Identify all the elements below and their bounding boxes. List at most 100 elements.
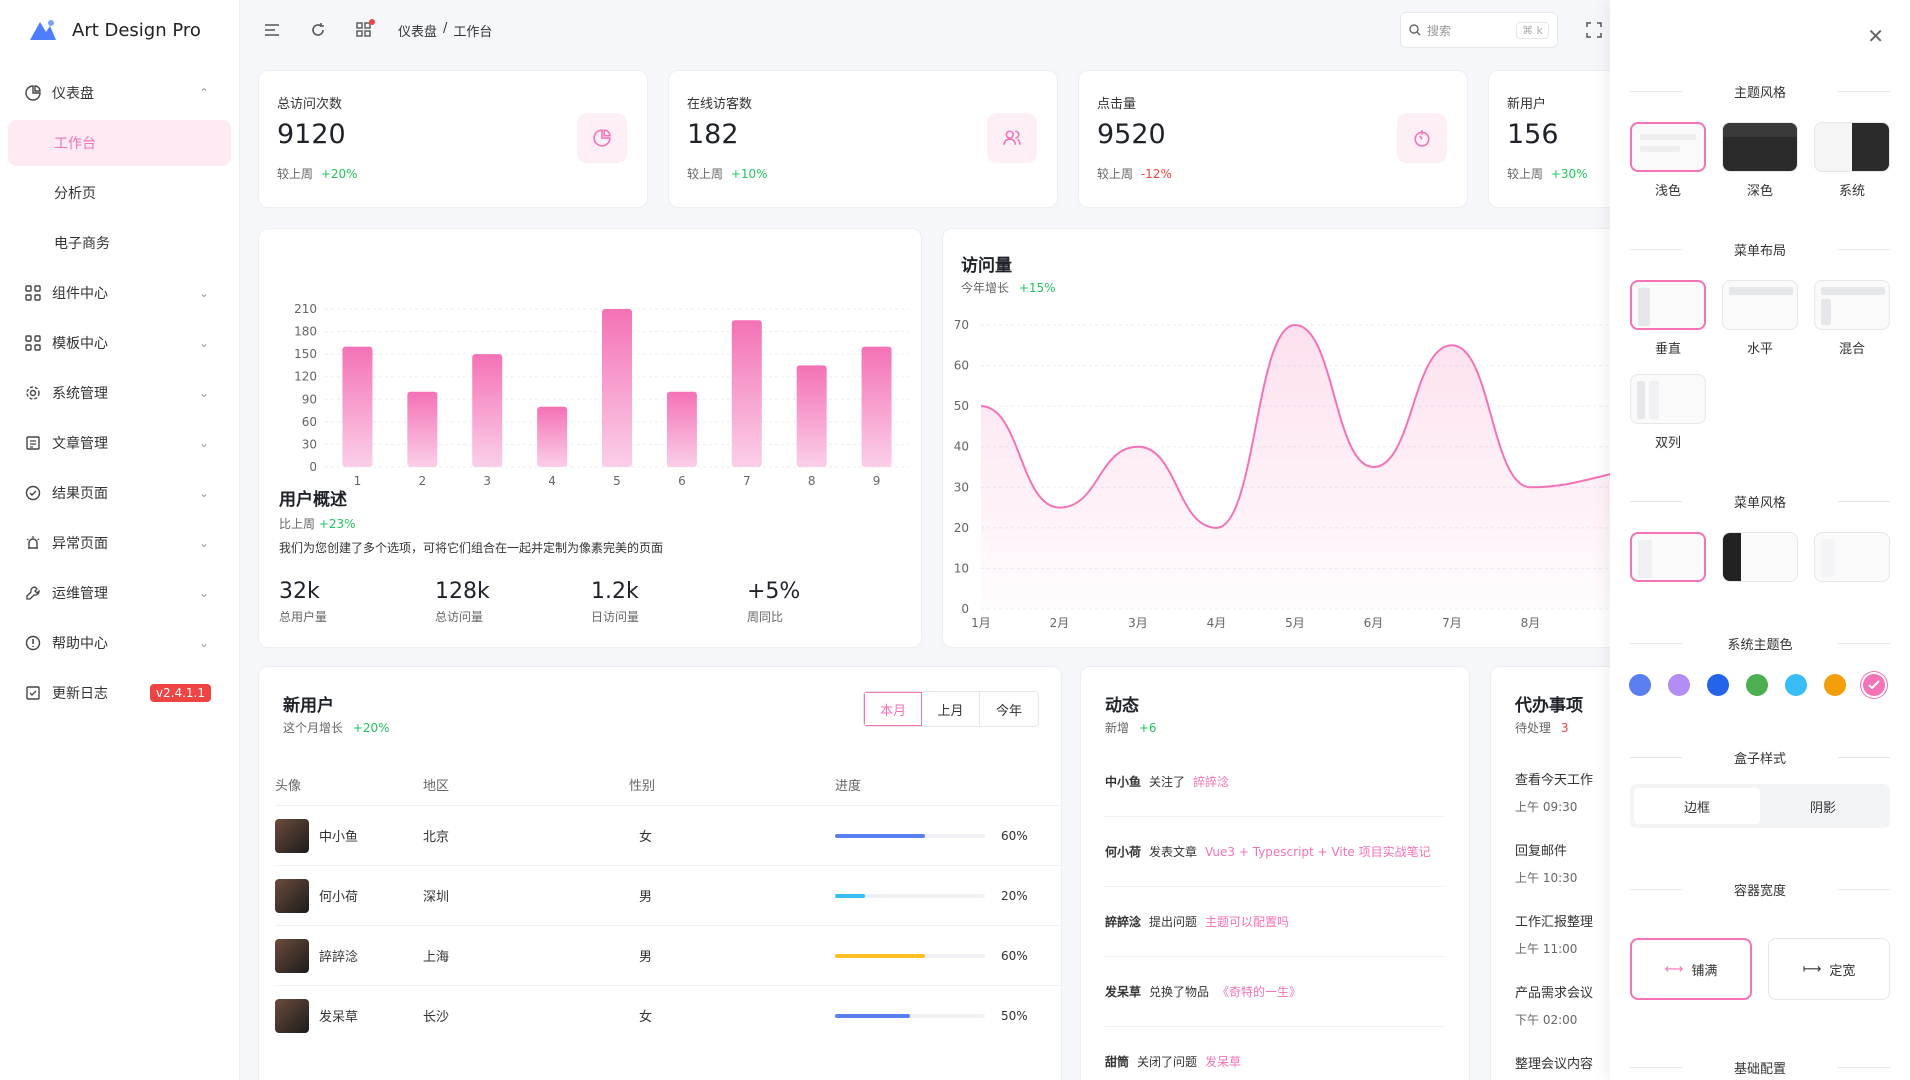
width-full-label: 铺满 — [1691, 963, 1718, 979]
user-cell: 誶誶淰 — [275, 938, 423, 973]
sidebar-item[interactable]: 仪表盘 ⌃ — [8, 70, 231, 116]
activity-target[interactable]: 誶誶淰 — [1193, 775, 1230, 789]
avatar — [275, 878, 309, 913]
tab-last-month[interactable]: 上月 — [922, 692, 980, 726]
y-tick-label: 20 — [954, 521, 969, 535]
bar[interactable] — [602, 309, 632, 467]
sidebar-item[interactable]: 更新日志 v2.4.1.1 — [8, 670, 231, 716]
activity-item: 誶誶淰 提出问题 主题可以配置吗 — [1105, 887, 1445, 957]
theme-color-swatch[interactable] — [1707, 674, 1729, 696]
todo-item[interactable]: 回复邮件 上午 10:30 — [1515, 840, 1577, 886]
sidebar-item-label: 结果页面 — [52, 486, 108, 502]
activity-target[interactable]: 发呆草 — [1205, 1055, 1242, 1069]
menu-style-dark-option[interactable] — [1722, 532, 1798, 582]
sidebar-item[interactable]: 电子商务 — [8, 220, 231, 266]
sidebar-item[interactable]: 分析页 — [8, 170, 231, 216]
apps-icon[interactable] — [350, 16, 378, 44]
tab-this-month[interactable]: 本月 — [864, 692, 922, 726]
bar[interactable] — [342, 346, 373, 467]
breadcrumb-item[interactable]: 仪表盘 — [398, 24, 438, 40]
theme-color-swatch[interactable] — [1785, 674, 1807, 696]
stat-label: 在线访客数 — [687, 97, 753, 112]
layout-mixed-option[interactable] — [1814, 280, 1890, 330]
activity-item: 中小鱼 关注了 誶誶淰 — [1105, 747, 1445, 817]
user-cell: 何小荷 — [275, 878, 423, 913]
app-logo[interactable]: Art Design Pro — [0, 0, 239, 60]
sidebar: Art Design Pro 仪表盘 ⌃ 工作台 分析页 电子商务 组件中心 ⌄ 模板中心 ⌄ 系… — [0, 0, 240, 1080]
layout-vertical-option[interactable] — [1630, 280, 1706, 330]
table-row[interactable]: 中小鱼 北京 女 60% — [275, 805, 1061, 865]
activity-growth: 新增 +6 — [1105, 719, 1157, 736]
sidebar-item[interactable]: 结果页面 ⌄ — [8, 470, 231, 516]
theme-light-option[interactable] — [1630, 122, 1706, 172]
box-style-shadow-option[interactable]: 阴影 — [1809, 800, 1836, 816]
x-tick-label: 2月 — [1050, 616, 1070, 630]
todo-item[interactable]: 整理会议内容 — [1515, 1053, 1593, 1080]
col-avatar: 头像 — [275, 779, 302, 794]
activity-target[interactable]: 《奇特的一生》 — [1217, 985, 1302, 999]
menu-toggle-icon[interactable] — [258, 16, 286, 44]
sidebar-item[interactable]: 组件中心 ⌄ — [8, 270, 231, 316]
theme-color-swatch[interactable] — [1746, 674, 1768, 696]
box-style-border-option[interactable]: 边框 — [1634, 788, 1760, 824]
activity-target[interactable]: Vue3 + Typescript + Vite 项目实战笔记 — [1205, 845, 1431, 859]
bar[interactable] — [407, 391, 438, 467]
menu-style-design-option[interactable] — [1814, 532, 1890, 582]
sidebar-item-label: 组件中心 — [52, 286, 108, 302]
sidebar-item[interactable]: 文章管理 ⌄ — [8, 420, 231, 466]
sidebar-item-label: 电子商务 — [54, 236, 110, 252]
layout-horizontal-label: 水平 — [1746, 342, 1773, 357]
sidebar-item[interactable]: 帮助中心 ⌄ — [8, 620, 231, 666]
close-icon[interactable]: ✕ — [1867, 24, 1884, 48]
bar[interactable] — [731, 320, 762, 467]
stat-label: 点击量 — [1097, 97, 1137, 112]
bar[interactable] — [537, 406, 568, 467]
theme-light-label: 浅色 — [1654, 184, 1681, 199]
tab-this-year[interactable]: 今年 — [995, 703, 1022, 719]
metric-value: 1.2k — [591, 579, 639, 604]
refresh-icon[interactable] — [304, 16, 332, 44]
theme-color-swatch[interactable] — [1863, 674, 1885, 696]
new-users-title: 新用户 — [283, 696, 334, 716]
layout-dual-column-option[interactable] — [1630, 374, 1706, 424]
sidebar-item[interactable]: 工作台 — [8, 120, 231, 166]
visits-growth-value: +15% — [1018, 281, 1056, 295]
theme-color-swatch[interactable] — [1668, 674, 1690, 696]
todo-item[interactable]: 工作汇报整理 上午 11:00 — [1515, 911, 1593, 957]
sidebar-item[interactable]: 运维管理 ⌄ — [8, 570, 231, 616]
bar[interactable] — [861, 346, 892, 467]
todo-item[interactable]: 查看今天工作 上午 09:30 — [1515, 769, 1593, 815]
bar[interactable] — [666, 391, 697, 467]
stat-footer: 较上周 +10% — [687, 165, 768, 182]
menu-style-light-option[interactable] — [1630, 532, 1706, 582]
sidebar-item[interactable]: 系统管理 ⌄ — [8, 370, 231, 416]
gender-cell: 男 — [639, 890, 653, 905]
stat-change: -12% — [1140, 167, 1172, 181]
progress-fill — [835, 1013, 910, 1018]
table-row[interactable]: 何小荷 深圳 男 20% — [275, 865, 1061, 925]
sidebar-item-label: 异常页面 — [52, 536, 108, 552]
todo-item[interactable]: 产品需求会议 下午 02:00 — [1515, 982, 1593, 1028]
bar[interactable] — [796, 365, 827, 467]
table-row[interactable]: 誶誶淰 上海 男 60% — [275, 925, 1061, 985]
theme-system-option[interactable] — [1814, 122, 1890, 172]
chevron-down-icon: ⌄ — [198, 536, 209, 550]
layout-mixed-label: 混合 — [1838, 342, 1865, 357]
y-tick-label: 0 — [961, 602, 969, 616]
overview-title: 用户概述 — [279, 490, 347, 510]
theme-color-swatch[interactable] — [1629, 674, 1651, 696]
stat-footer-label: 较上周 — [277, 167, 314, 181]
x-tick-label: 6 — [678, 474, 686, 488]
bar[interactable] — [472, 354, 503, 467]
width-full-option[interactable]: ⟷ 铺满 — [1630, 938, 1752, 1000]
fullscreen-icon[interactable] — [1580, 16, 1608, 44]
width-fixed-option[interactable]: ⟼ 定宽 — [1768, 938, 1890, 1000]
sidebar-item[interactable]: 异常页面 ⌄ — [8, 520, 231, 566]
layout-horizontal-option[interactable] — [1722, 280, 1798, 330]
table-row[interactable]: 发呆草 长沙 女 50% — [275, 985, 1061, 1045]
theme-color-swatch[interactable] — [1824, 674, 1846, 696]
sidebar-item[interactable]: 模板中心 ⌄ — [8, 320, 231, 366]
activity-target[interactable]: 主题可以配置吗 — [1205, 915, 1290, 929]
theme-dark-option[interactable] — [1722, 122, 1798, 172]
search-box[interactable]: 搜索 ⌘ k — [1400, 12, 1558, 48]
